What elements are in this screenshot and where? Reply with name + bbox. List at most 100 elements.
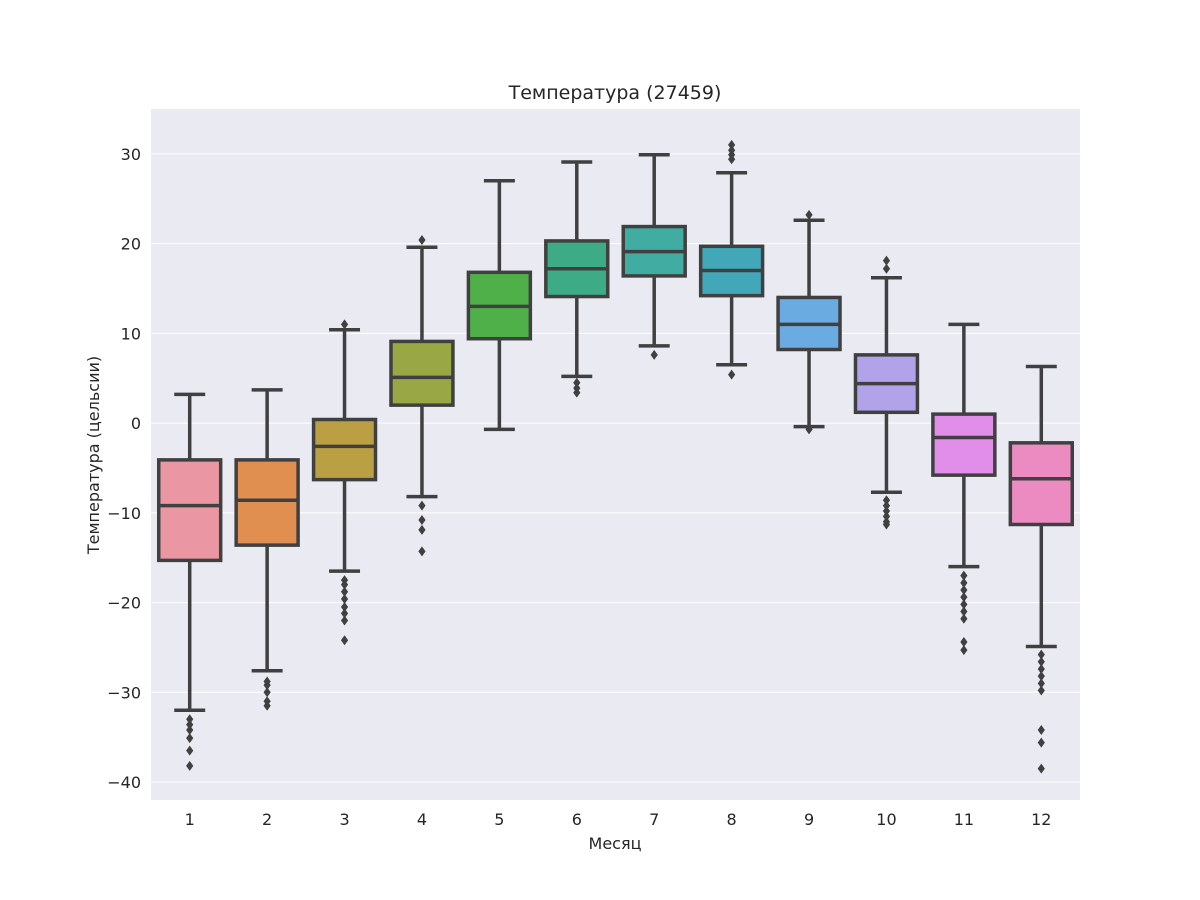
- outlier: [263, 680, 271, 691]
- outlier: [340, 593, 349, 604]
- outlier: [186, 745, 194, 756]
- outlier: [728, 145, 736, 156]
- x-tick-label: 11: [954, 810, 974, 829]
- box-month-3: [311, 319, 378, 646]
- x-tick-label: 12: [1031, 810, 1051, 829]
- y-tick-label: 10: [121, 324, 141, 343]
- outlier: [882, 506, 891, 517]
- y-tick-label: −30: [107, 683, 141, 702]
- outlier: [573, 387, 581, 398]
- outlier: [728, 369, 736, 380]
- outlier: [650, 349, 658, 360]
- box-month-1: [156, 392, 223, 771]
- plot-background: [151, 109, 1080, 800]
- x-tick-label: 2: [262, 810, 272, 829]
- outlier: [882, 500, 891, 511]
- x-axis-label: Месяц: [589, 834, 642, 853]
- outlier: [882, 511, 891, 522]
- outlier: [573, 377, 581, 388]
- outlier: [340, 635, 349, 646]
- outlier: [1037, 671, 1045, 682]
- box-month-6: [544, 160, 610, 398]
- outlier: [1037, 649, 1045, 660]
- y-tick-label: 30: [121, 145, 141, 164]
- outlier: [263, 687, 271, 698]
- gridlines: [151, 153, 1080, 783]
- outlier: [1037, 656, 1045, 667]
- outlier: [1037, 763, 1045, 774]
- y-axis-label: Температура (цельсии): [84, 356, 103, 555]
- outlier: [186, 714, 194, 725]
- outlier: [960, 645, 968, 656]
- outlier: [960, 637, 968, 648]
- outlier: [340, 602, 349, 613]
- x-tick-label: 7: [649, 810, 659, 829]
- iqr-box: [1008, 441, 1075, 527]
- y-tick-labels: 30 20 10 0 −10 −20 −30 −40: [107, 145, 141, 792]
- x-tick-label: 4: [417, 810, 427, 829]
- outlier: [418, 515, 426, 526]
- outlier: [263, 700, 271, 711]
- outlier: [186, 725, 194, 736]
- y-tick-label: 20: [121, 235, 141, 254]
- outlier: [805, 424, 813, 435]
- chart-title: Температура (27459): [508, 82, 722, 104]
- x-tick-label: 6: [572, 810, 582, 829]
- y-tick-label: 0: [131, 414, 141, 433]
- iqr-box: [311, 417, 378, 482]
- outlier: [340, 586, 349, 597]
- outlier: [186, 733, 194, 744]
- y-tick-label: −40: [107, 773, 141, 792]
- outlier: [960, 599, 968, 610]
- outlier: [728, 139, 736, 150]
- outlier: [882, 255, 891, 266]
- outlier: [960, 570, 968, 581]
- x-tick-label: 8: [727, 810, 737, 829]
- outlier: [960, 606, 968, 617]
- outlier: [882, 495, 891, 506]
- box-month-4: [389, 235, 455, 557]
- outlier: [418, 524, 426, 535]
- outlier: [340, 608, 349, 619]
- outlier: [1037, 678, 1045, 689]
- box-month-8: [698, 139, 765, 380]
- outlier: [1037, 685, 1045, 696]
- outlier: [1037, 725, 1045, 736]
- outlier: [418, 546, 426, 557]
- iqr-box: [156, 458, 223, 563]
- outlier: [1037, 737, 1045, 748]
- outlier: [960, 592, 968, 603]
- outlier: [186, 719, 194, 730]
- outlier: [882, 519, 891, 530]
- iqr-box: [931, 412, 997, 477]
- box-month-7: [621, 153, 687, 360]
- outlier: [960, 613, 968, 624]
- x-tick-label: 1: [185, 810, 195, 829]
- outlier: [805, 209, 813, 220]
- box-month-11: [931, 322, 997, 656]
- box-month-12: [1008, 364, 1075, 774]
- y-tick-label: −20: [107, 594, 141, 613]
- outlier: [418, 235, 426, 246]
- y-tick-label: −10: [107, 504, 141, 523]
- x-tick-label: 9: [804, 810, 814, 829]
- x-tick-labels: 1 2 3 4 5 6 7 8 9 10 11 12: [185, 810, 1052, 829]
- x-tick-label: 10: [876, 810, 896, 829]
- iqr-box: [234, 458, 300, 547]
- outlier: [960, 577, 968, 588]
- box-month-2: [234, 388, 300, 711]
- outlier: [340, 615, 349, 626]
- iqr-box: [389, 339, 455, 407]
- box-month-9: [776, 209, 842, 435]
- box-month-10: [853, 255, 920, 530]
- outlier: [186, 760, 194, 771]
- outlier: [340, 579, 349, 590]
- boxes: [156, 139, 1075, 774]
- outlier: [418, 500, 426, 511]
- x-tick-label: 3: [339, 810, 349, 829]
- outlier: [882, 263, 891, 274]
- x-tick-label: 5: [494, 810, 504, 829]
- outlier: [960, 585, 968, 596]
- outlier: [1037, 663, 1045, 674]
